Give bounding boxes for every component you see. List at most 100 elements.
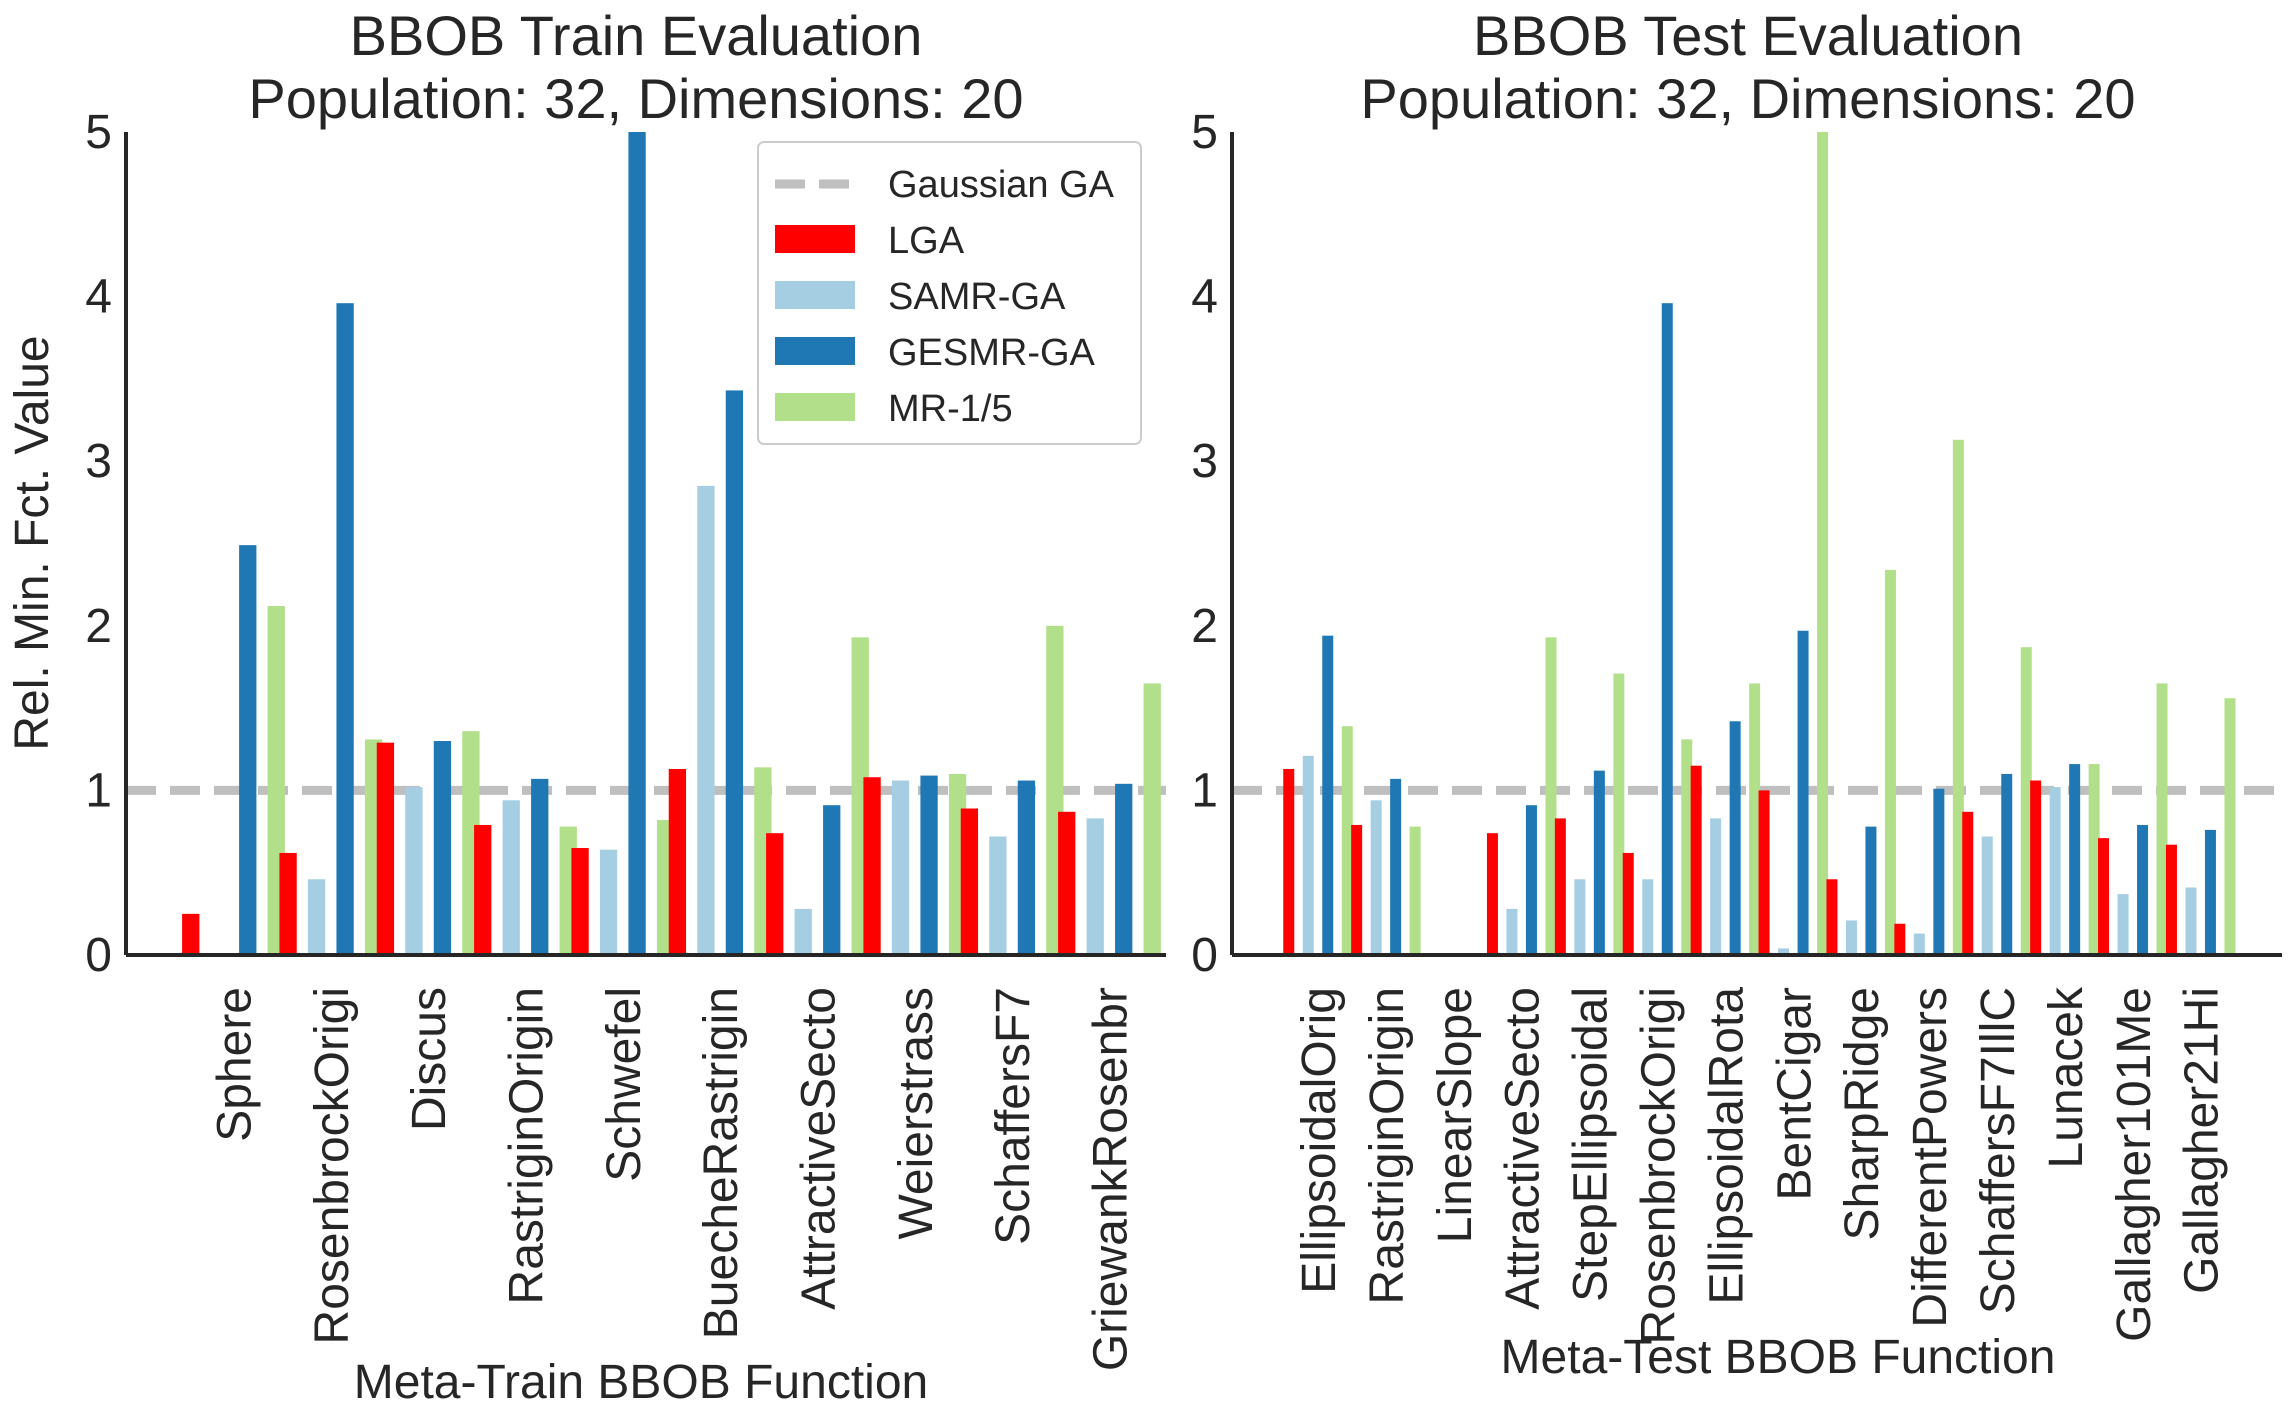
test-x-tick-label: DifferentPowers [1904, 987, 1957, 1328]
train-bar-lga-griewankrosenbr [1058, 811, 1076, 955]
train-bar-samr-ga-rosenbrockorigi [307, 879, 326, 955]
train-y-axis-label: Rel. Min. Fct. Value [6, 335, 59, 750]
legend-frame [757, 141, 1142, 445]
legend-lga-swatch [775, 225, 855, 253]
train-bar-samr-ga-griewankrosenbr [1086, 818, 1104, 955]
train-x-tick-label: GriewankRosenbr [1084, 987, 1137, 1371]
test-bar-mr-1-5-attractivesecto [1545, 637, 1557, 955]
test-bar-mr-1-5-sharpridge [1884, 569, 1896, 955]
train-y-tick-label: 2 [85, 600, 112, 653]
train-bar-samr-ga-schaffersf7 [989, 836, 1007, 955]
legend-mr-1-5-label: MR-1/5 [888, 388, 1013, 430]
test-y-tick-label: 4 [1191, 271, 1218, 324]
test-bar-mr-1-5-gallagher21hi [2224, 698, 2236, 955]
test-bar-lga-ellipsoidalrota [1690, 765, 1702, 955]
test-bar-samr-ga-rastriginorigin [1370, 800, 1382, 955]
test-bar-mr-1-5-differentpowers [1952, 439, 1964, 955]
test-x-tick-label: RastriginOrigin [1361, 987, 1414, 1304]
test-bar-mr-1-5-stepellipsoidal [1613, 673, 1625, 955]
test-bar-gesmr-ga-rastriginorigin [1390, 778, 1402, 955]
test-bar-samr-ga-stepellipsoidal [1574, 879, 1586, 955]
legend-gesmr-ga-label: GESMR-GA [888, 332, 1096, 374]
test-bar-mr-1-5-rastriginorigin [1409, 826, 1421, 955]
train-bar-samr-ga-buecherastrigin [697, 485, 715, 955]
test-x-tick-label: RosenbrockOrigi [1633, 987, 1686, 1344]
test-bar-lga-rastriginorigin [1351, 824, 1363, 955]
test-bar-samr-ga-bentcigar [1778, 948, 1790, 955]
test-bar-lga-attractivesecto [1486, 833, 1498, 955]
train-y-tick-label: 5 [85, 106, 112, 159]
test-title-line2: Population: 32, Dimensions: 20 [1360, 67, 2135, 130]
test-title-line1: BBOB Test Evaluation [1473, 4, 2023, 67]
train-x-tick-label: SchaffersF7 [987, 987, 1040, 1245]
test-bar-gesmr-ga-rosenbrockorigi [1661, 303, 1673, 956]
test-bar-lga-stepellipsoidal [1554, 818, 1566, 955]
train-bar-gesmr-ga-buecherastrigin [725, 390, 744, 955]
test-bar-lga-schaffersf7illc [1962, 811, 1974, 955]
test-bar-gesmr-ga-schaffersf7illc [2001, 773, 2013, 955]
train-bar-samr-ga-schwefel [599, 849, 618, 955]
test-bar-mr-1-5-rosenbrockorigi [1681, 739, 1693, 955]
test-bar-mr-1-5-gallagher101me [2156, 683, 2168, 955]
test-y-tick-label: 2 [1191, 600, 1218, 653]
test-x-tick-label: LinearSlope [1429, 987, 1482, 1243]
test-y-tick-label: 5 [1191, 106, 1218, 159]
test-bar-gesmr-ga-ellipsoidalorig [1322, 635, 1334, 955]
test-x-tick-label: AttractiveSecto [1497, 987, 1550, 1310]
test-x-tick-label: SharpRidge [1836, 987, 1889, 1241]
test-bar-lga-ellipsoidalorig [1283, 769, 1295, 955]
train-title-line2: Population: 32, Dimensions: 20 [248, 67, 1023, 130]
train-y-tick-label: 0 [85, 929, 112, 982]
legend: Gaussian GA LGA SAMR-GA GESMR-GA MR-1/5 [757, 141, 1142, 445]
test-y-tick-label: 0 [1191, 929, 1218, 982]
train-x-tick-label: Weierstrass [890, 987, 943, 1240]
test-bar-mr-1-5-lunacek [2088, 764, 2100, 955]
train-x-tick-label: RosenbrockOrigi [306, 987, 359, 1344]
test-bar-mr-1-5-schaffersf7illc [2020, 647, 2032, 955]
train-title-line1: BBOB Train Evaluation [350, 4, 923, 67]
train-x-tick-label: Discus [403, 987, 456, 1131]
train-bar-gesmr-ga-discus [433, 741, 452, 955]
test-bar-gesmr-ga-sharpridge [1865, 826, 1877, 955]
test-bar-lga-sharpridge [1826, 879, 1838, 955]
test-bar-gesmr-ga-lunacek [2069, 764, 2081, 955]
train-bar-gesmr-ga-attractivesecto [823, 805, 841, 955]
train-y-tick-label: 3 [85, 435, 112, 488]
test-x-tick-label: Lunacek [2040, 986, 2093, 1168]
legend-samr-ga-swatch [775, 281, 855, 309]
train-bar-gesmr-ga-schwefel [628, 132, 646, 955]
train-bar-lga-schwefel [571, 848, 589, 955]
test-bar-samr-ga-lunacek [2049, 787, 2061, 955]
test-bar-lga-differentpowers [1894, 923, 1906, 955]
train-bar-gesmr-ga-schaffersf7 [1017, 780, 1036, 955]
train-bar-mr-1-5-griewankrosenbr [1143, 683, 1161, 955]
test-y-tick-label: 1 [1191, 764, 1218, 817]
test-x-axis-label: Meta-Test BBOB Function [1501, 1331, 2056, 1384]
train-bar-gesmr-ga-rosenbrockorigi [336, 303, 354, 956]
train-x-axis-label: Meta-Train BBOB Function [354, 1356, 928, 1409]
train-bar-lga-sphere [182, 913, 200, 955]
train-chart: BBOB Train Evaluation Population: 32, Di… [6, 4, 1166, 1409]
test-bar-samr-ga-gallagher21hi [2185, 887, 2197, 955]
train-bar-lga-schaffersf7 [960, 808, 979, 955]
train-bar-samr-ga-attractivesecto [794, 908, 812, 955]
test-bar-samr-ga-attractivesecto [1506, 908, 1518, 955]
test-y-tick-label: 3 [1191, 435, 1218, 488]
test-x-tick-label: Gallagher21Hi [2176, 987, 2229, 1294]
train-bar-lga-buecherastrigin [668, 769, 687, 955]
train-bar-samr-ga-rastriginorigin [502, 800, 520, 955]
train-x-tick-label: Schwefel [598, 987, 651, 1182]
legend-lga-label: LGA [888, 220, 965, 262]
test-x-tick-label: Gallagher101Me [2108, 987, 2161, 1342]
train-x-tick-label: Sphere [209, 987, 262, 1142]
legend-samr-ga-label: SAMR-GA [888, 276, 1066, 318]
train-y-tick-label: 4 [85, 271, 112, 324]
test-bar-lga-lunacek [2030, 780, 2042, 955]
test-x-tick-label: StepEllipsoidal [1565, 987, 1618, 1302]
train-y-tick-label: 1 [85, 764, 112, 817]
test-bar-gesmr-ga-differentpowers [1933, 788, 1945, 955]
test-bar-gesmr-ga-stepellipsoidal [1593, 770, 1605, 955]
train-bar-lga-rosenbrockorigi [279, 852, 297, 955]
test-x-tick-label: EllipsoidalOrig [1293, 987, 1346, 1294]
legend-mr-1-5-swatch [775, 393, 855, 421]
